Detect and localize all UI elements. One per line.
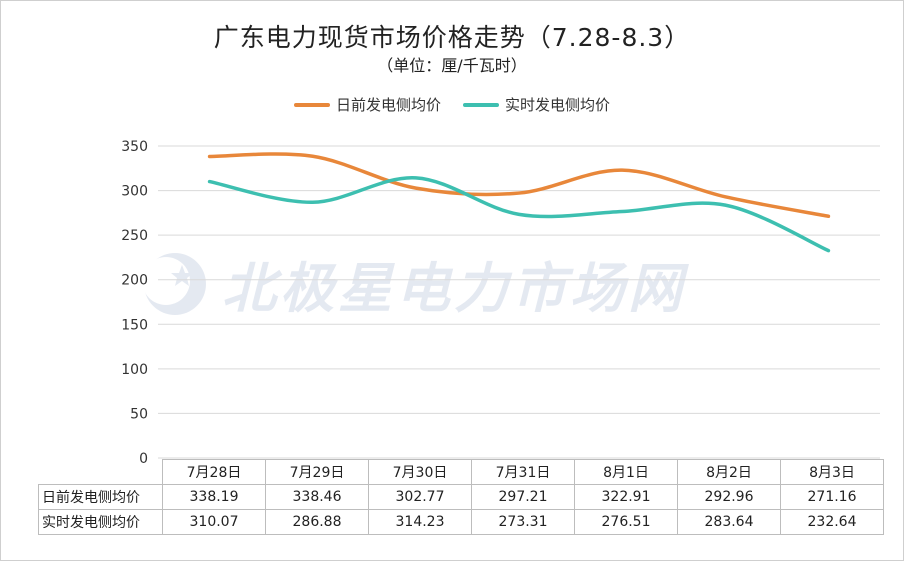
- table-category: 8月2日: [677, 459, 781, 485]
- legend: 日前发电侧均价 实时发电侧均价: [0, 94, 904, 115]
- table-cell: 302.77: [368, 484, 472, 510]
- chart-subtitle: （单位：厘/千瓦时）: [377, 56, 527, 75]
- table-corner: [39, 460, 163, 485]
- table-cell: 292.96: [677, 484, 781, 510]
- table-row-real-time: 实时发电侧均价 310.07 286.88 314.23 273.31 276.…: [38, 509, 884, 535]
- gridlines: [158, 145, 880, 459]
- legend-swatch-real-time: [463, 102, 499, 107]
- table-header-row: 7月28日 7月29日 7月30日 7月31日 8月1日 8月2日 8月3日: [39, 459, 884, 485]
- data-table: 7月28日 7月29日 7月30日 7月31日 8月1日 8月2日 8月3日 日…: [38, 459, 884, 535]
- y-axis-ticks: 0 50 100 150 200 250 300 350: [121, 139, 148, 467]
- y-tick-label: 50: [130, 406, 148, 422]
- table-cell: 232.64: [780, 509, 884, 535]
- table-category: 7月28日: [162, 459, 266, 485]
- table-category: 8月1日: [574, 459, 678, 485]
- table-cell: 297.21: [471, 484, 575, 510]
- table-category: 7月30日: [368, 459, 472, 485]
- y-tick-label: 300: [121, 184, 148, 200]
- y-tick-label: 100: [121, 362, 148, 378]
- legend-label-real-time: 实时发电侧均价: [505, 96, 611, 114]
- y-tick-label: 200: [121, 273, 148, 289]
- series-line-real-time: [207, 176, 831, 253]
- y-tick-label: 150: [121, 317, 148, 333]
- legend-item-day-ahead: 日前发电侧均价: [293, 94, 441, 115]
- table-cell: 310.07: [162, 509, 266, 535]
- table-cell: 276.51: [574, 509, 678, 535]
- table-row-day-ahead: 日前发电侧均价 338.19 338.46 302.77 297.21 322.…: [38, 484, 884, 510]
- y-tick-label: 0: [139, 451, 148, 467]
- legend-label-day-ahead: 日前发电侧均价: [335, 96, 441, 114]
- table-category: 8月3日: [780, 459, 884, 485]
- table-cell: 286.88: [265, 509, 369, 535]
- table-category: 7月29日: [265, 459, 369, 485]
- table-cell: 271.16: [780, 484, 884, 510]
- table-category: 7月31日: [471, 459, 575, 485]
- table-cell: 338.46: [265, 484, 369, 510]
- table-cell: 314.23: [368, 509, 472, 535]
- legend-item-real-time: 实时发电侧均价: [463, 94, 610, 115]
- legend-swatch-day-ahead: [293, 102, 330, 107]
- table-cell: 322.91: [574, 484, 678, 510]
- table-cell: 273.31: [471, 509, 575, 535]
- chart-title: 广东电力现货市场价格走势（7.28-8.3）: [213, 23, 691, 52]
- y-tick-label: 350: [121, 139, 148, 155]
- table-cell: 338.19: [162, 484, 266, 510]
- table-cell: 283.64: [677, 509, 781, 535]
- y-tick-label: 250: [121, 228, 148, 244]
- series-line-day-ahead: [207, 152, 831, 219]
- table-row-label: 实时发电侧均价: [38, 509, 163, 535]
- series-lines: [207, 152, 831, 253]
- table-row-label: 日前发电侧均价: [38, 484, 163, 510]
